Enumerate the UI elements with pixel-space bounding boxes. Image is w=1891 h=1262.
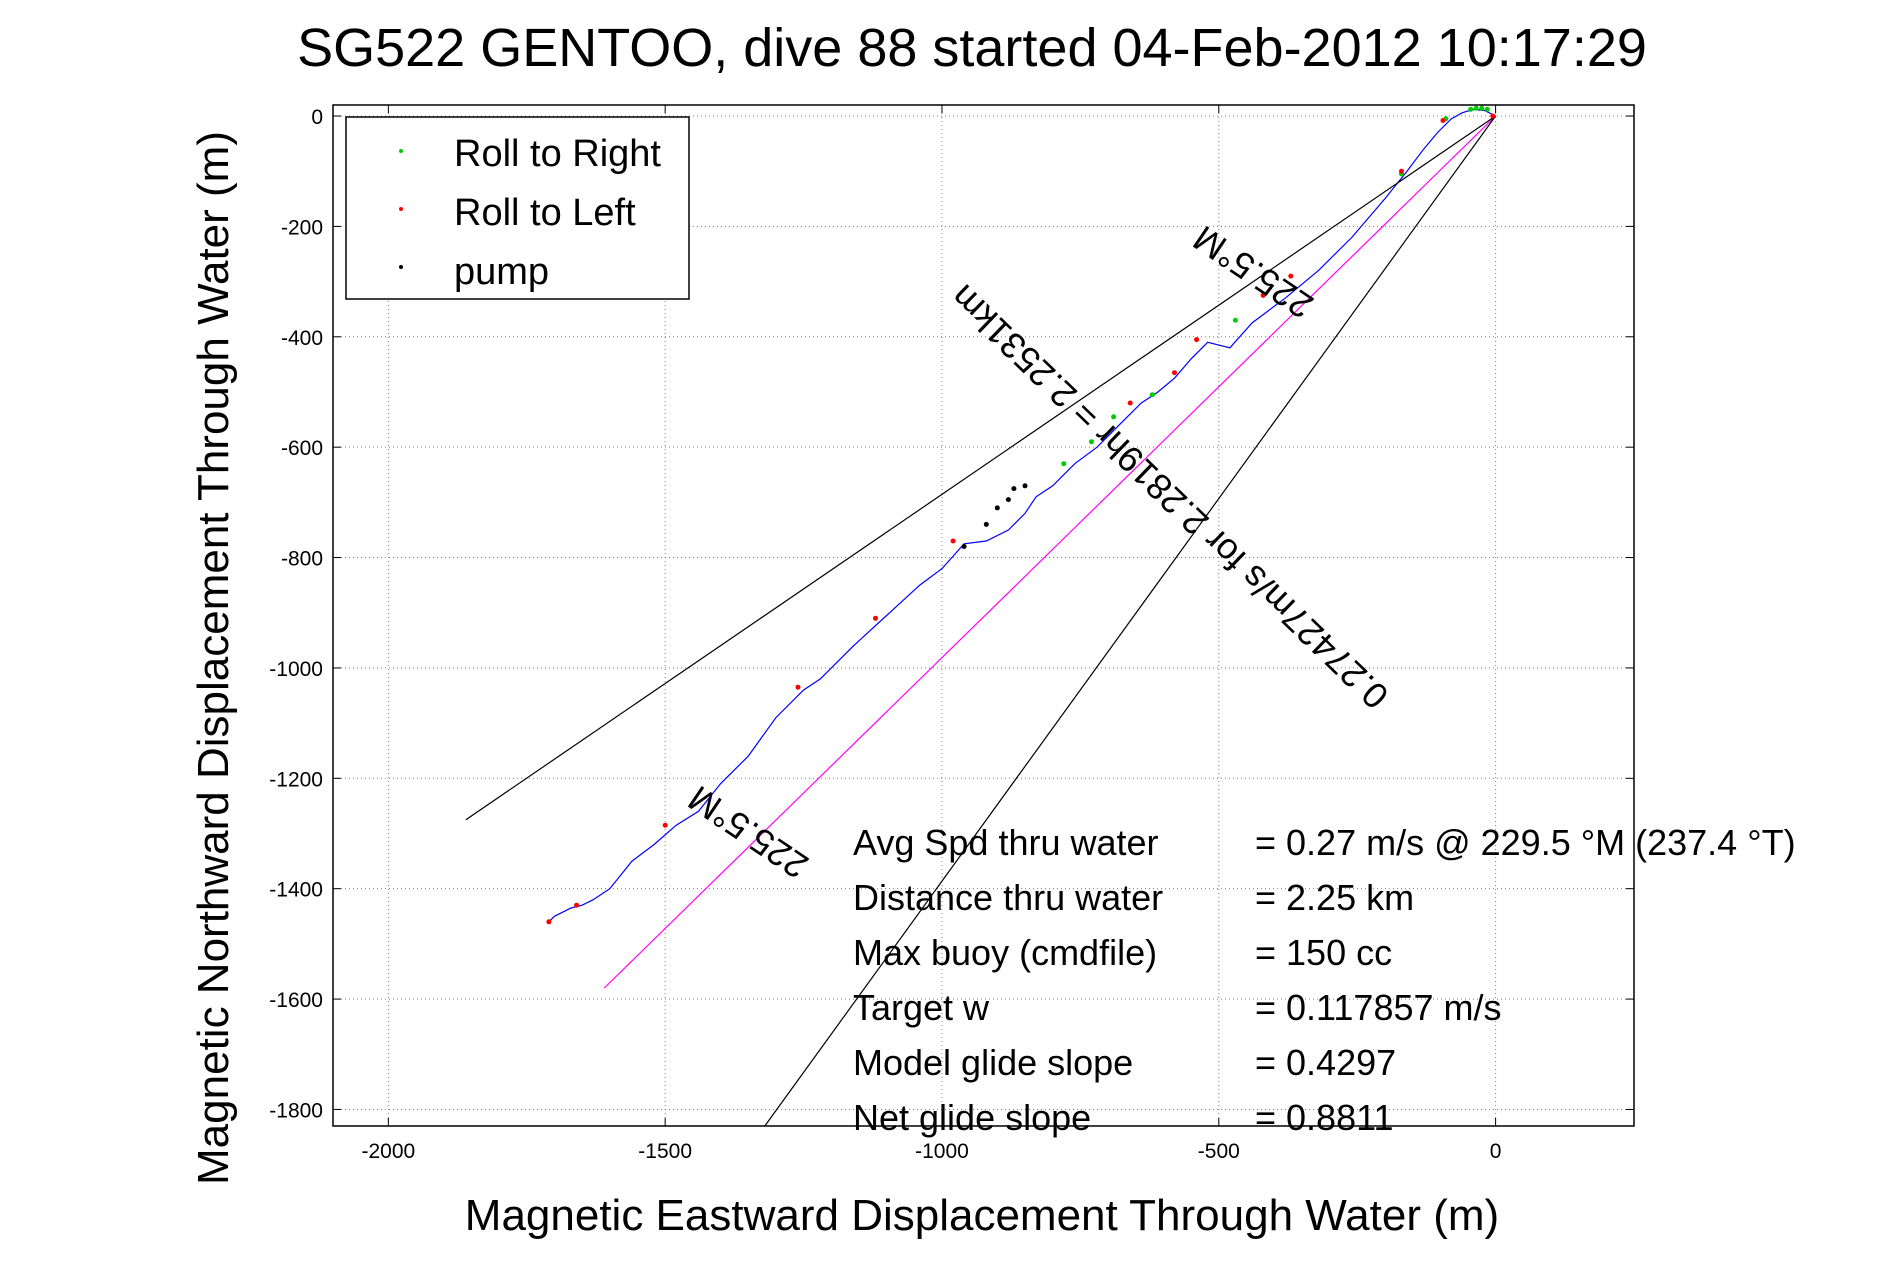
grid-lines bbox=[333, 105, 1634, 1126]
y-tick-label: -1800 bbox=[269, 1099, 323, 1122]
marker-roll-left bbox=[1440, 118, 1446, 123]
chart-title: SG522 GENTOO, dive 88 started 04-Feb-201… bbox=[297, 18, 1647, 78]
plot-frame bbox=[332, 104, 1635, 1127]
legend: Roll to Right Roll to Left pump bbox=[345, 116, 690, 300]
marker-roll-left bbox=[1194, 337, 1200, 343]
marker-pump bbox=[1022, 483, 1028, 489]
stat-label-distance: Distance thru water bbox=[853, 877, 1163, 918]
legend-box bbox=[345, 116, 690, 300]
y-tick-label: -1000 bbox=[269, 658, 323, 681]
x-tick-label: -1000 bbox=[915, 1140, 969, 1163]
series-lines bbox=[465, 108, 1497, 1127]
stat-value-target-w: = 0.117857 m/s bbox=[1255, 987, 1502, 1028]
stat-label-target-w: Target w bbox=[853, 987, 990, 1028]
legend-label-pump: pump bbox=[454, 251, 549, 293]
marker-pump bbox=[1011, 486, 1017, 492]
stat-value-model-glide: = 0.4297 bbox=[1255, 1042, 1396, 1083]
marker-roll-left bbox=[1288, 273, 1294, 279]
legend-label-roll-right: Roll to Right bbox=[454, 133, 661, 175]
x-axis-label: Magnetic Eastward Displacement Through W… bbox=[465, 1191, 1499, 1240]
marker-pump bbox=[1005, 497, 1011, 503]
marker-roll-right bbox=[1089, 439, 1094, 445]
x-tick-label: -1500 bbox=[638, 1140, 692, 1163]
y-axis-label: Magnetic Northward Displacement Through … bbox=[189, 131, 238, 1185]
stat-value-avg-speed: = 0.27 m/s @ 229.5 °M (237.4 °T) bbox=[1255, 822, 1796, 863]
marker-roll-left bbox=[950, 538, 956, 544]
y-axis-ticks: 0 -200 -400 -600 -800 -1000 -1200 -1400 -1600 -18… bbox=[269, 106, 1634, 1122]
marker-roll-left bbox=[1172, 370, 1177, 376]
x-tick-label: -2000 bbox=[362, 1140, 416, 1163]
roll-and-pump-markers bbox=[546, 105, 1496, 925]
stat-value-net-glide: = 0.8811 bbox=[1255, 1097, 1393, 1138]
marker-roll-left bbox=[662, 822, 668, 828]
marker-roll-right bbox=[1061, 461, 1067, 467]
marker-roll-left bbox=[1399, 168, 1404, 174]
y-tick-label: -1600 bbox=[269, 989, 323, 1012]
marker-roll-left bbox=[1260, 292, 1266, 298]
stat-label-model-glide: Model glide slope bbox=[853, 1042, 1133, 1083]
marker-roll-right bbox=[1149, 392, 1155, 398]
y-tick-label: -1200 bbox=[269, 768, 323, 791]
marker-pump bbox=[961, 544, 967, 549]
marker-pump bbox=[983, 521, 989, 527]
marker-roll-left bbox=[873, 615, 878, 621]
marker-roll-left bbox=[574, 902, 580, 908]
marker-roll-left bbox=[1490, 113, 1496, 119]
y-tick-label: -600 bbox=[281, 437, 323, 460]
legend-marker-roll-right bbox=[399, 149, 403, 153]
y-tick-label: -400 bbox=[281, 327, 323, 350]
marker-roll-right bbox=[1484, 106, 1490, 112]
y-tick-label: -200 bbox=[281, 216, 323, 239]
marker-roll-right bbox=[1479, 105, 1485, 111]
series-heading-bound-north bbox=[465, 115, 1496, 821]
stats-block: Avg Spd thru water = 0.27 m/s @ 229.5 °M… bbox=[853, 822, 1796, 1138]
marker-roll-left bbox=[546, 919, 552, 925]
marker-roll-right bbox=[1232, 317, 1238, 323]
stat-value-distance: = 2.25 km bbox=[1255, 877, 1414, 918]
series-heading-bound-south bbox=[764, 115, 1497, 1127]
y-tick-label: 0 bbox=[311, 106, 323, 129]
stat-label-avg-speed: Avg Spd thru water bbox=[853, 822, 1159, 863]
marker-roll-right bbox=[1111, 414, 1117, 420]
marker-roll-left bbox=[1127, 400, 1133, 406]
y-tick-label: -1400 bbox=[269, 879, 323, 902]
stat-value-max-buoy: = 150 cc bbox=[1255, 932, 1392, 973]
marker-roll-right bbox=[1473, 105, 1479, 111]
series-average-course bbox=[603, 115, 1497, 989]
legend-label-roll-left: Roll to Left bbox=[454, 192, 636, 234]
x-axis-ticks: -2000 -1500 -1000 -500 0 bbox=[362, 105, 1502, 1163]
series-track bbox=[548, 108, 1496, 923]
x-tick-label: 0 bbox=[1490, 1140, 1502, 1163]
x-tick-label: -500 bbox=[1198, 1140, 1240, 1163]
y-tick-label: -800 bbox=[281, 548, 323, 571]
marker-pump bbox=[994, 505, 1000, 511]
marker-roll-right bbox=[1468, 106, 1474, 112]
legend-marker-roll-left bbox=[399, 207, 403, 211]
stat-label-net-glide: Net glide slope bbox=[853, 1097, 1091, 1138]
legend-marker-pump bbox=[399, 265, 403, 269]
marker-roll-left bbox=[795, 684, 801, 690]
stat-label-max-buoy: Max buoy (cmdfile) bbox=[853, 932, 1157, 973]
